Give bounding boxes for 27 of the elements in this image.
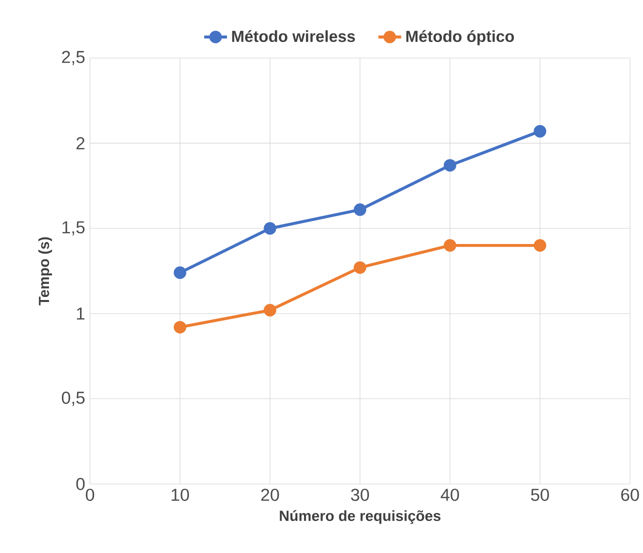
x-tick-label: 40 — [440, 488, 459, 501]
y-tick-label: 2 — [76, 137, 84, 150]
x-tick-label: 0 — [86, 488, 94, 501]
x-tick-label: 10 — [172, 488, 189, 501]
point — [444, 159, 456, 172]
x-tick-label: 50 — [531, 488, 549, 501]
point — [354, 203, 366, 216]
point — [534, 239, 546, 252]
point — [534, 124, 546, 138]
x-tick-label: 30 — [351, 488, 369, 501]
y-tick-label: 0 — [76, 478, 85, 490]
legend-label: Método óptico — [406, 30, 514, 46]
y-tick-label: 0,5 — [62, 392, 85, 406]
point — [264, 304, 276, 316]
y-tick-label: 1,5 — [62, 221, 85, 236]
y-axis-title: Tempo (s) — [38, 237, 52, 306]
legend-label: Método wireless — [232, 30, 355, 42]
point — [174, 320, 186, 334]
x-tick-label: 60 — [621, 488, 639, 501]
x-tick-label: 20 — [261, 488, 279, 501]
point — [444, 239, 456, 252]
y-tick-label: 2,5 — [62, 50, 85, 66]
point — [264, 222, 276, 235]
y-tick-label: 1 — [76, 308, 84, 320]
point — [174, 266, 186, 279]
x-axis-title: Número de requisições — [280, 510, 440, 524]
point — [354, 261, 366, 274]
